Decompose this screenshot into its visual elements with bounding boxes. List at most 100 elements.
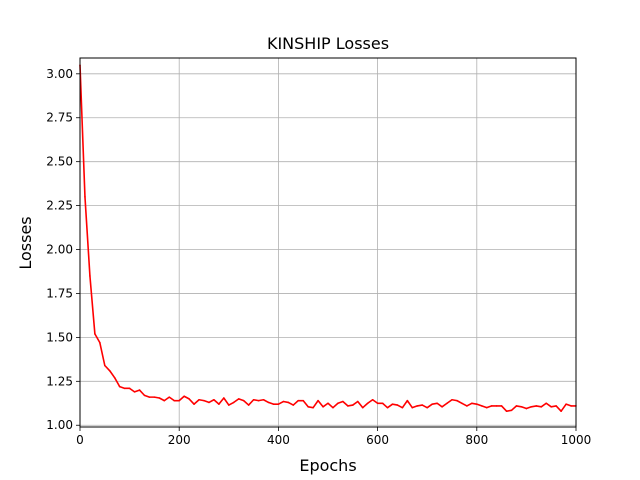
x-axis-ticks: 0 200 400 600 800 1000 [76,427,591,447]
loss-data-point [550,405,552,408]
y-tick-label: 2.00 [46,243,73,257]
loss-data-point [426,406,429,409]
loss-data-point [332,406,334,409]
loss-data-point [396,404,399,406]
loss-data-point [406,399,409,402]
loss-data-point [287,401,290,404]
loss-data-point [223,397,225,399]
loss-data-point [525,407,528,410]
loss-data-point [178,399,180,402]
loss-data-point [237,398,240,400]
loss-data-point [153,396,156,398]
loss-data-point [267,401,270,404]
plot-frame [79,57,577,428]
loss-data-point [431,403,433,405]
y-tick-label: 1.25 [46,374,73,388]
loss-data-point [342,400,344,403]
loss-data-point [158,397,161,399]
loss-data-point [188,398,190,400]
loss-data-point [138,389,141,391]
loss-data-point [560,410,562,412]
y-tick-label: 3.00 [46,67,73,81]
loss-data-point [143,394,146,397]
loss-data-point [247,404,250,406]
y-tick-label: 1.75 [46,286,73,300]
y-tick-label: 2.75 [46,111,73,125]
loss-data-point [361,406,364,409]
loss-data-point [128,387,131,390]
loss-data-point [292,404,295,406]
chart-title: KINSHIP Losses [267,34,389,53]
x-tick-label: 0 [76,433,84,447]
loss-data-point [466,405,468,407]
loss-data-point [371,398,374,401]
loss-data-point [570,405,572,407]
loss-data-point [108,369,111,372]
loss-data-point [213,398,215,401]
loss-data-point [89,275,91,277]
loss-data-point [490,405,493,407]
loss-data-point [307,405,309,408]
loss-data-point [495,405,498,407]
loss-data-point [123,387,126,390]
loss-data-point [421,404,424,406]
loss-data-point [148,396,151,398]
loss-data-point [381,402,384,405]
loss-data-point [436,402,438,405]
loss-data-point [297,399,300,402]
loss-data-point [376,402,379,405]
loss-data-point [113,377,116,379]
loss-data-point [416,405,419,407]
x-tick-label: 600 [366,433,389,447]
loss-data-point [203,399,205,402]
loss-data-point [228,404,230,406]
loss-data-point [555,405,557,407]
loss-data-point [133,391,136,393]
loss-data-point [118,385,121,388]
loss-data-point [456,399,458,402]
loss-data-point [173,399,176,402]
loss-data-point [411,406,414,409]
loss-data-point [565,403,567,405]
loss-data-point [520,405,523,408]
loss-data-point [471,402,473,405]
loss-data-point [451,398,453,401]
loss-data-point [530,405,533,408]
loss-data-point [94,333,96,335]
loss-data-point [183,395,185,398]
loss-data-point [312,406,314,409]
loss-data-point [352,404,354,406]
loss-data-point [208,401,210,404]
loss-data-point [277,403,280,405]
x-tick-label: 200 [168,433,191,447]
loss-data-point [317,399,319,402]
loss-data-point [193,403,195,405]
loss-data-point [515,405,518,407]
loss-data-point [242,399,245,402]
loss-data-point [99,341,101,344]
loss-data-point [356,400,359,403]
loss-data-point [500,405,503,407]
loss-data-point [461,402,463,405]
loss-data-point [401,406,404,409]
y-tick-label: 1.00 [46,418,73,432]
loss-data-point [272,403,275,405]
loss-data-point [257,399,260,402]
loss-data-point [485,406,488,409]
loss-data-point [446,402,448,405]
x-tick-label: 1000 [561,433,592,447]
x-tick-label: 800 [465,433,488,447]
loss-data-point [163,399,166,402]
loss-data-point [262,398,265,401]
loss-data-point [168,396,171,398]
series-layer [79,64,577,412]
loss-data-point [337,402,339,405]
loss-data-point [480,405,483,407]
loss-data-point [391,403,394,405]
y-axis-label: Losses [16,216,35,269]
loss-data-point [366,402,369,405]
loss-data-point [198,398,200,401]
loss-data-point [545,402,548,405]
